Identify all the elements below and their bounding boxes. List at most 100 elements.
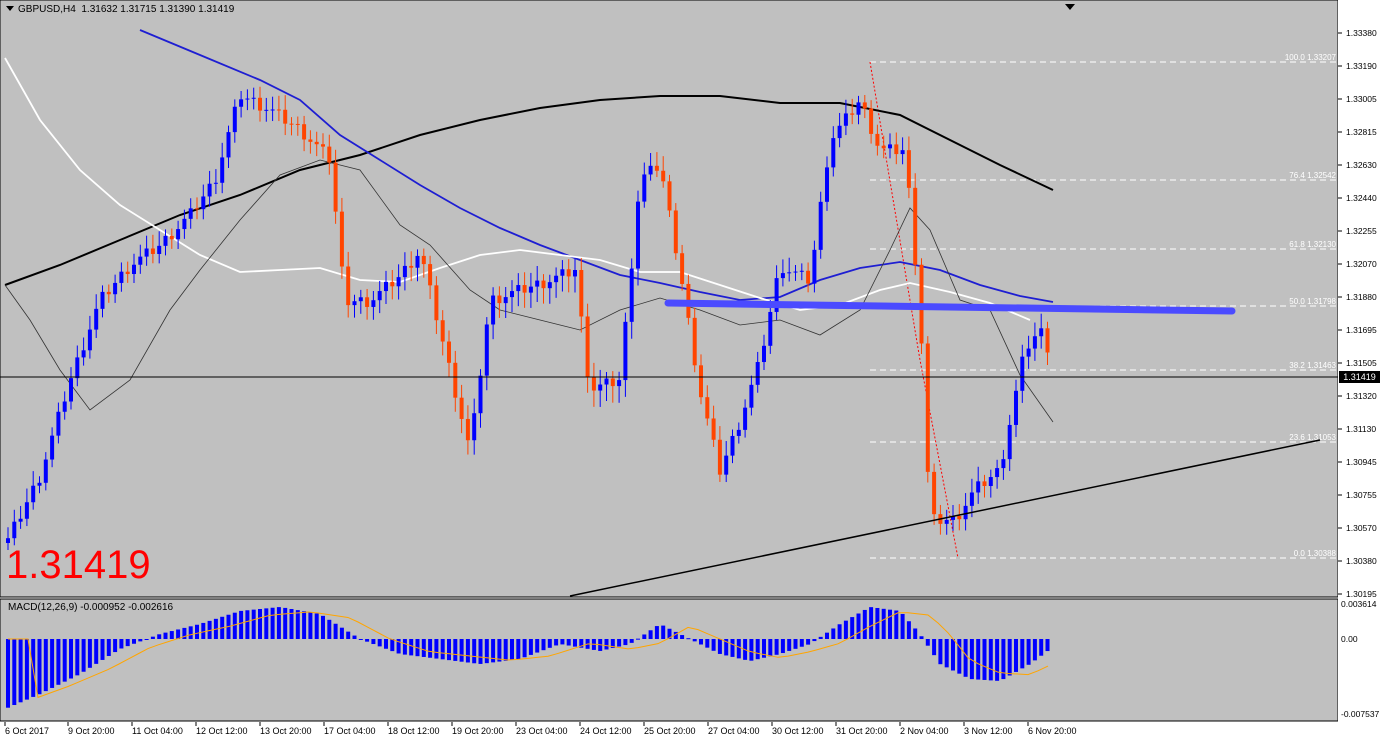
macd-bar [963, 639, 968, 677]
macd-bar [24, 639, 29, 700]
macd-axis-label: 0.00 [1341, 634, 1358, 644]
macd-bar [825, 632, 829, 639]
macd-bar [453, 639, 458, 661]
macd-bar [138, 639, 143, 642]
candle-body [680, 253, 685, 284]
macd-bar [528, 639, 533, 655]
time-tick-label: 9 Oct 20:00 [68, 726, 115, 736]
macd-bar [302, 611, 307, 639]
macd-bar [869, 607, 874, 639]
ohlc-values: 1.31632 1.31715 1.31390 1.31419 [81, 4, 235, 15]
macd-bar [780, 639, 785, 654]
macd-bar [667, 628, 672, 639]
candle-body [856, 102, 861, 115]
candle-body [201, 196, 206, 210]
candle-body [6, 538, 10, 543]
macd-bar [1045, 639, 1050, 652]
candle-body [516, 285, 521, 292]
price-tick-label: 1.30570 [1346, 523, 1377, 533]
main-panel-background [0, 0, 1339, 598]
candle-body [711, 418, 716, 440]
macd-bar [774, 639, 779, 655]
drawn-lines[interactable] [0, 299, 1338, 597]
candle-body [988, 477, 993, 486]
support-trendline [569, 439, 1321, 597]
candle-body [510, 291, 514, 298]
candle-body [75, 357, 80, 379]
macd-bar [843, 620, 848, 639]
candle-body [18, 518, 23, 522]
candle-body [43, 459, 48, 483]
candle-body [87, 329, 92, 351]
price-tick-label: 1.31320 [1346, 391, 1377, 401]
fib-level-label: 61.8 1.32130 [1289, 240, 1336, 249]
candle-body [182, 218, 187, 230]
macd-bar [875, 607, 880, 639]
macd-bar [440, 639, 445, 660]
macd-bar [768, 639, 773, 657]
candle-body [24, 502, 29, 519]
macd-bar [239, 610, 244, 639]
candle-body [724, 455, 729, 475]
macd-bar [730, 639, 735, 657]
candle-body [850, 113, 855, 115]
chart-shift-marker-icon[interactable] [1065, 4, 1075, 10]
candle-body [604, 378, 609, 385]
macd-bar [201, 622, 206, 639]
macd-bar [283, 607, 288, 639]
candle-body [195, 208, 199, 210]
candle-body [465, 418, 470, 441]
macd-bar [686, 638, 691, 640]
time-tick-label: 2 Nov 04:00 [900, 726, 949, 736]
candle-body [339, 211, 344, 267]
macd-bar [6, 639, 10, 708]
candle-body [106, 291, 111, 295]
macd-bar [673, 631, 678, 639]
macd-bar [648, 630, 653, 639]
macd-bar [831, 628, 836, 639]
dropdown-triangle-icon[interactable] [6, 6, 14, 11]
candle-body [888, 144, 892, 149]
candle-body [314, 141, 319, 145]
time-tick-label: 19 Oct 20:00 [452, 726, 504, 736]
candle-body [453, 362, 458, 398]
candle-body [384, 281, 388, 292]
macd-histogram [6, 607, 1050, 708]
macd-bar [119, 639, 124, 649]
macd-bar [176, 629, 181, 639]
macd-axis-label: -0.007537 [1341, 709, 1380, 719]
macd-bar [94, 639, 99, 664]
candle-body [787, 272, 792, 274]
macd-bar [749, 639, 754, 661]
macd-bar [793, 639, 798, 649]
macd-bar [87, 639, 92, 668]
macd-bar [491, 639, 496, 663]
fib-level-label: 23.6 1.31053 [1289, 433, 1336, 442]
candle-body [982, 481, 987, 486]
macd-bar [232, 612, 237, 639]
fibonacci-retracement[interactable]: 100.0 1.33207 76.4 1.32542 61.8 1.32130 50.… [869, 53, 1337, 559]
fib-level-label: 38.2 1.31463 [1289, 361, 1336, 370]
candle-body [295, 123, 300, 125]
macd-bar [43, 639, 48, 692]
candlesticks [6, 86, 1050, 550]
price-tick-label: 1.31505 [1346, 358, 1377, 368]
time-tick-label: 11 Oct 04:00 [132, 726, 183, 736]
candle-body [730, 435, 735, 456]
macd-bar [182, 627, 187, 639]
fib-level-label: 100.0 1.33207 [1285, 53, 1337, 62]
macd-panel-background [0, 598, 1339, 722]
candle-body [825, 167, 829, 202]
time-tick-label: 23 Oct 04:00 [516, 726, 568, 736]
price-tick-label: 1.32815 [1346, 127, 1377, 137]
candle-body [799, 270, 804, 272]
macd-bar [724, 639, 729, 656]
macd-bar [75, 639, 80, 676]
candle-body [358, 297, 363, 302]
candle-body [497, 295, 502, 304]
time-tick-label: 27 Oct 04:00 [708, 726, 760, 736]
macd-bar [951, 639, 955, 671]
candle-body [69, 378, 73, 402]
